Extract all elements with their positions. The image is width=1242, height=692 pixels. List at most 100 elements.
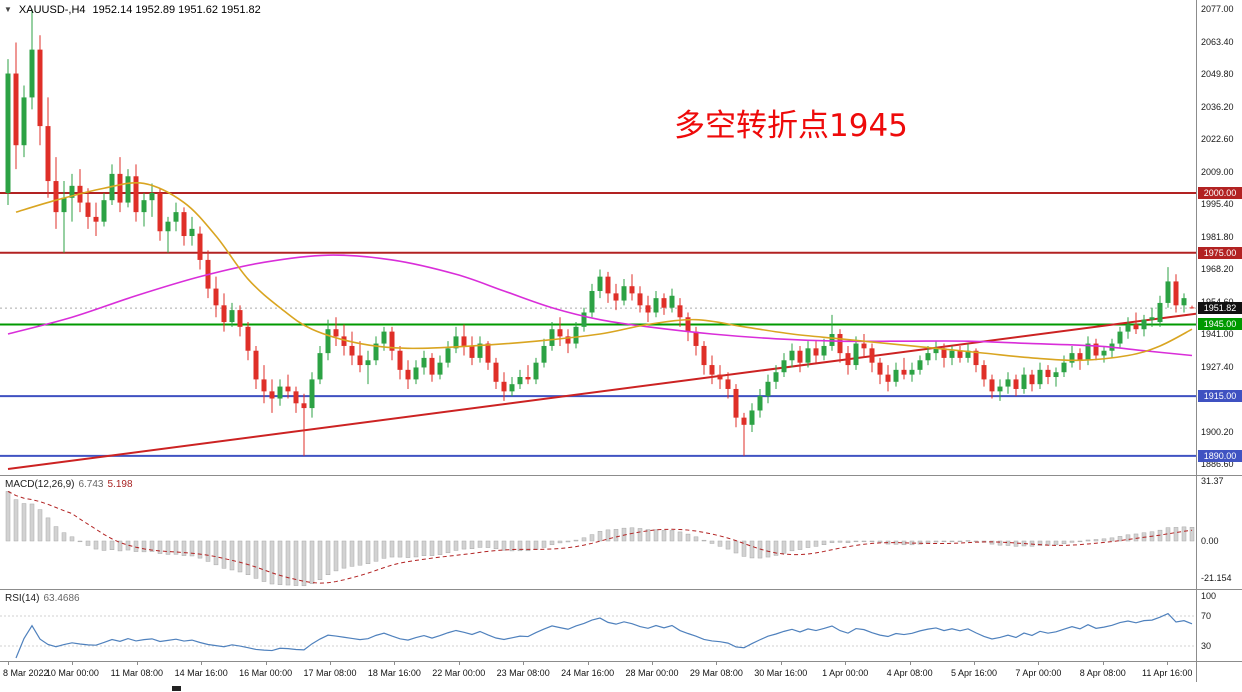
candle [1189,305,1195,309]
candle [565,329,571,354]
time-axis-label: 17 Mar 08:00 [303,668,357,678]
candle [269,379,275,413]
price-chart-panel[interactable]: ▼ XAUUSD-,H4 1952.14 1952.89 1951.62 195… [0,0,1196,475]
candle-body [29,49,35,98]
candle-body [781,360,787,373]
candle [365,350,371,385]
candle [437,355,443,380]
annotation-text: 多空转折点1945 [674,108,908,144]
candle-body [309,379,315,409]
macd-bar [13,499,19,542]
macd-bar [781,540,787,554]
candle [525,365,531,385]
macd-bar [749,540,755,559]
time-axis-label: 14 Mar 16:00 [174,668,228,678]
candle [285,374,291,399]
candle-body [901,369,907,375]
macd-bar [421,540,427,556]
macd-bar [277,540,283,585]
candle [821,338,827,361]
macd-bar [229,540,235,571]
candle [605,271,611,303]
time-axis-label: 28 Mar 00:00 [625,668,679,678]
candle [725,372,731,399]
candle-body [485,343,491,363]
macd-bar [525,540,531,552]
candle-body [917,360,923,370]
candle-body [245,326,251,351]
macd-bar [629,527,635,542]
time-axis-tick [1167,662,1168,665]
macd-bar [773,540,779,556]
candle [21,85,27,158]
candle [1181,293,1187,313]
candle [461,324,467,356]
candle [877,357,883,385]
time-axis-label: 7 Apr 00:00 [1015,668,1062,678]
macd-bar [1053,540,1059,546]
candle-body [1053,372,1059,378]
macd-bar [101,540,107,551]
macd-bar [437,540,443,555]
candle-body [221,305,227,323]
candle [157,188,163,241]
candle-body [1077,353,1083,361]
chart-dropdown-icon[interactable]: ▼ [4,5,12,14]
macd-bar [365,540,371,564]
price-level-badge: 1890.00 [1198,449,1242,462]
candle [933,341,939,361]
macd-bar [813,540,819,547]
macd-bar [1037,540,1043,546]
macd-bar [949,540,955,543]
rsi-value: 63.4686 [43,593,80,604]
trendline[interactable] [7,312,1196,471]
candle-body [333,329,339,337]
candle-body [477,343,483,358]
rsi-panel[interactable]: RSI(14) 63.4686 [0,590,1196,661]
candle [53,157,59,229]
macd-bar [589,534,595,542]
candle [621,279,627,306]
candle-body [1173,281,1179,306]
candle [573,322,579,349]
candle-body [981,365,987,380]
candle [677,298,683,327]
scroll-marker[interactable] [172,686,181,691]
price-axis-label: 2022.60 [1201,134,1234,144]
time-axis-label: 1 Apr 00:00 [822,668,869,678]
macd-bar [797,540,803,550]
macd-bar [693,536,699,542]
candle-body [445,348,451,363]
candle-body [1117,331,1123,344]
macd-bar [1061,540,1067,545]
macd-bar [141,540,147,553]
time-axis[interactable]: 8 Mar 2022 10 Mar 00:00 11 Mar 08:00 14 Mar… [0,662,1196,682]
macd-bar [845,540,851,543]
candle-body [797,350,803,363]
candle-body [701,345,707,366]
candle [173,202,179,232]
candle-body [1141,319,1147,330]
candle [685,312,691,342]
candle [93,202,99,237]
candle-body [1029,374,1035,385]
candle-body [253,350,259,380]
macd-panel[interactable]: MACD(12,26,9) 6.743 5.198 [0,476,1196,589]
candle-body [829,334,835,346]
candle [77,169,83,213]
price-axis[interactable]: 2077.00 2063.40 2049.80 2036.20 2022.60 2009.… [1196,0,1242,682]
macd-bar [829,540,835,543]
candle [893,362,899,387]
time-axis-tick [72,662,73,665]
candle [389,326,395,361]
rsi-chart [0,612,1196,659]
macd-bar [293,540,299,586]
candlestick-chart[interactable] [0,0,1196,475]
macd-bar [1077,540,1083,543]
candle [773,365,779,389]
candle-body [509,384,515,392]
time-axis-label: 11 Apr 16:00 [1142,668,1193,678]
candle [1149,307,1155,327]
candle [749,403,755,432]
candle-body [1021,374,1027,389]
